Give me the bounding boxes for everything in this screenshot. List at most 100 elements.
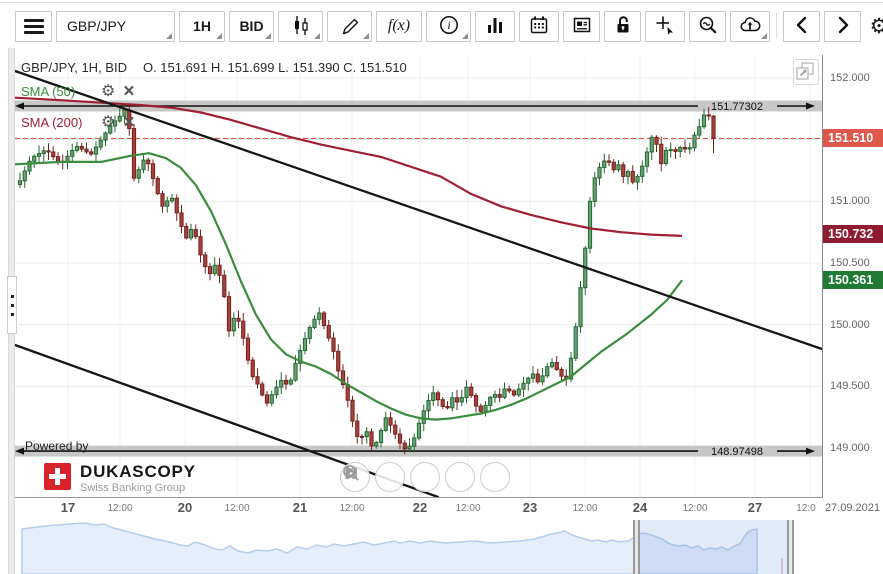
grid-lines [15, 55, 822, 497]
time-tick-label: 12:0 [796, 503, 816, 514]
dropdown-corner-icon [216, 32, 222, 39]
step-right-button[interactable] [347, 462, 510, 492]
triangle-right-icon [347, 466, 357, 480]
hamburger-icon [23, 18, 44, 34]
jump-to-end-button[interactable] [345, 462, 440, 492]
crosshair-icon [654, 14, 676, 39]
price-level-label: 151.77302 [711, 101, 763, 113]
sma200-label: SMA (200) [21, 115, 83, 130]
detach-window-button[interactable] [793, 59, 819, 85]
top-divider [0, 2, 883, 3]
cloud-upload-icon [739, 14, 761, 39]
legend-ohlc: O. 151.691 H. 151.699 L. 151.390 C. 151.… [142, 60, 407, 75]
time-tick-label: 27 [747, 500, 763, 515]
indicator-row-sma50: SMA (50) ⚙ × [21, 82, 134, 101]
candlestick-icon [290, 14, 312, 39]
price-tick-label: 151.000 [830, 195, 870, 208]
price-badge: 150.732 [823, 225, 883, 244]
scroll-left-button[interactable] [783, 10, 820, 42]
menu-button[interactable] [15, 10, 52, 42]
legend-title: GBP/JPY, 1H, BID [21, 60, 127, 75]
dropdown-corner-icon [166, 32, 172, 39]
price-axis[interactable]: 152.000 151.000 150.500 150.000 149.500 149.0… [822, 55, 883, 498]
navigator-right-handle[interactable] [787, 520, 794, 574]
time-axis: 27.09.2021 17 12:00 20 12:00 21 12:00 22 12:00 2… [0, 498, 883, 520]
sma50-remove-icon[interactable]: × [123, 81, 135, 102]
toolbar: GBP/JPY 1H BID f(x) i [15, 10, 883, 42]
dropdown-corner-icon [363, 32, 369, 39]
splitter-grip[interactable] [7, 276, 17, 334]
dropdown-corner-icon [265, 32, 271, 39]
fx-label: f(x) [387, 17, 411, 34]
info-button[interactable]: i [426, 10, 471, 42]
info-icon: i [438, 14, 460, 39]
gear-icon: ⚙ [869, 14, 883, 38]
time-tick-label: 12:00 [107, 503, 133, 514]
price-badge: 150.361 [823, 271, 883, 290]
calendar-button[interactable] [519, 10, 559, 42]
price-tick-label: 149.500 [830, 380, 870, 393]
price-level-line[interactable]: 151.77302 [15, 100, 822, 113]
pencil-icon [339, 14, 361, 39]
time-tick-label: 12:00 [682, 503, 708, 514]
zoom-data-button[interactable] [689, 10, 726, 42]
dropdown-corner-icon [761, 32, 767, 39]
sma50-label: SMA (50) [21, 84, 76, 99]
chart-legend: GBP/JPY, 1H, BID O. 151.691 H. 151.699 L.… [21, 60, 407, 75]
zoom-out-button[interactable] [343, 462, 405, 492]
brand-subtitle: Swiss Banking Group [80, 481, 186, 494]
dropdown-corner-icon [462, 32, 468, 39]
crosshair-button[interactable] [645, 10, 685, 42]
magnifier-wave-icon [697, 14, 719, 39]
indicators-button[interactable]: f(x) [376, 10, 422, 42]
news-icon [571, 14, 593, 39]
navigator-scrollbar[interactable] [0, 520, 883, 574]
navigator-area [21, 522, 758, 574]
chart-type-select[interactable] [278, 10, 323, 42]
brand-name: DUKASCOPY [80, 462, 196, 481]
time-tick-label: 21 [292, 500, 308, 515]
lock-button[interactable] [604, 10, 641, 42]
time-tick-label: 22 [412, 500, 428, 515]
calendar-icon [528, 14, 550, 39]
volume-chart-button[interactable] [475, 10, 515, 42]
time-tick-label: 12:00 [572, 503, 598, 514]
trendline[interactable] [15, 69, 822, 351]
instrument-label: GBP/JPY [67, 18, 127, 34]
time-tick-label: 12:00 [455, 503, 481, 514]
scroll-right-button[interactable] [824, 10, 861, 42]
price-side-label: BID [239, 18, 264, 34]
sma200-remove-icon[interactable]: × [123, 112, 135, 133]
price-side-select[interactable]: BID [229, 10, 274, 42]
zoom-in-button[interactable] [343, 462, 475, 492]
price-level-line[interactable]: 148.97498 [15, 445, 822, 459]
chart-canvas[interactable]: 151.77302 148.97498 [15, 55, 822, 497]
time-tick-label: 17 [60, 500, 76, 515]
time-tick-label: 12:00 [224, 503, 250, 514]
price-tick-label: 152.000 [830, 72, 870, 84]
svg-text:i: i [447, 18, 450, 32]
time-tick-label: 24 [632, 500, 648, 515]
time-tick-label: 12:00 [339, 503, 365, 514]
settings-button[interactable]: ⚙ [865, 10, 883, 42]
period-label: 1H [193, 18, 211, 34]
candles-layer [17, 104, 716, 455]
period-select[interactable]: 1H [179, 10, 225, 42]
navigator-left-handle[interactable] [633, 520, 640, 574]
sma50-settings-icon[interactable]: ⚙ [101, 82, 116, 100]
indicator-row-sma200: SMA (200) ⚙ × [21, 113, 134, 132]
chart-nav-buttons [340, 462, 510, 492]
navigator-selection[interactable] [636, 520, 790, 574]
instrument-select[interactable]: GBP/JPY [56, 10, 175, 42]
bar-chart-icon [484, 14, 506, 39]
news-button[interactable] [563, 10, 600, 42]
draw-tools-button[interactable] [327, 10, 372, 42]
sma200-settings-icon[interactable]: ⚙ [101, 113, 116, 131]
chart-plot-area[interactable]: 151.77302 148.97498 GBP/JPY, 1H, BID O. 15… [15, 55, 822, 498]
chevron-left-icon [791, 13, 813, 40]
price-tick-label: 150.500 [830, 257, 870, 269]
price-tick-label: 149.000 [830, 442, 870, 454]
navigator-area-chart [21, 520, 790, 574]
cloud-save-button[interactable] [730, 10, 770, 42]
sma50-line [15, 152, 683, 421]
